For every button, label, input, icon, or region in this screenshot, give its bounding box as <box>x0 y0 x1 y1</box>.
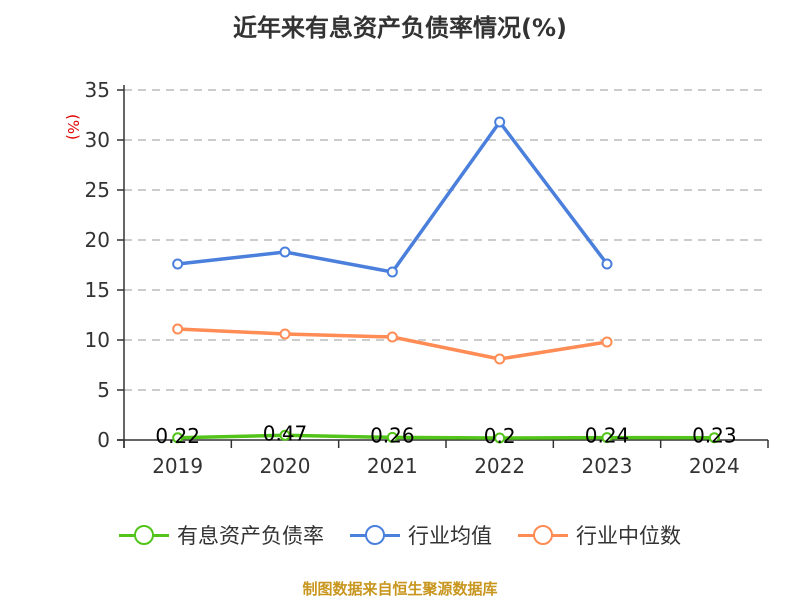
data-point[interactable] <box>601 432 613 444</box>
data-point[interactable] <box>279 246 291 258</box>
data-point[interactable] <box>494 353 506 365</box>
chart-title: 近年来有息资产负债率情况(%) <box>233 14 567 42</box>
data-source-note: 制图数据来自恒生聚源数据库 <box>302 580 498 598</box>
x-tick-label: 2021 <box>367 454 418 478</box>
data-point[interactable] <box>494 116 506 128</box>
data-point[interactable] <box>601 336 613 348</box>
y-tick-label: 0 <box>97 428 110 452</box>
legend-marker-icon <box>350 525 400 545</box>
y-tick-label: 35 <box>85 78 110 102</box>
y-tick-label: 15 <box>85 278 110 302</box>
x-tick-label: 2019 <box>152 454 203 478</box>
x-tick-label: 2022 <box>474 454 525 478</box>
data-point[interactable] <box>386 331 398 343</box>
legend-label: 行业均值 <box>408 524 492 548</box>
data-point[interactable] <box>279 429 291 441</box>
data-point[interactable] <box>172 258 184 270</box>
legend-item-debt-ratio[interactable]: 有息资产负债率 <box>119 520 324 550</box>
data-point[interactable] <box>494 432 506 444</box>
x-tick-label: 2023 <box>582 454 633 478</box>
data-point[interactable] <box>172 432 184 444</box>
data-point[interactable] <box>279 328 291 340</box>
data-point[interactable] <box>172 323 184 335</box>
data-label: 0.22 <box>155 424 200 448</box>
legend-label: 有息资产负债率 <box>177 524 324 548</box>
y-tick-label: 20 <box>85 228 110 252</box>
legend-label: 行业中位数 <box>576 524 681 548</box>
x-tick-label: 2024 <box>689 454 740 478</box>
data-label: 0.23 <box>692 424 737 448</box>
data-point[interactable] <box>386 266 398 278</box>
y-axis-unit: (%) <box>64 114 82 140</box>
legend-marker-icon <box>518 525 568 545</box>
y-tick-label: 5 <box>97 378 110 402</box>
legend-item-industry-mean[interactable]: 行业均值 <box>350 520 492 550</box>
data-point[interactable] <box>386 431 398 443</box>
data-label: 0.2 <box>484 424 516 448</box>
x-tick-label: 2020 <box>260 454 311 478</box>
y-tick-label: 30 <box>85 128 110 152</box>
data-point[interactable] <box>601 258 613 270</box>
data-label: 0.24 <box>585 424 630 448</box>
y-tick-label: 10 <box>85 328 110 352</box>
data-label: 0.47 <box>263 421 308 445</box>
legend: 有息资产负债率 行业均值 行业中位数 <box>0 520 800 550</box>
series-line <box>177 433 715 440</box>
y-tick-label: 25 <box>85 178 110 202</box>
data-label: 0.26 <box>370 423 415 447</box>
series-line <box>177 120 609 274</box>
legend-item-industry-median[interactable]: 行业中位数 <box>518 520 681 550</box>
data-point[interactable] <box>708 432 720 444</box>
legend-marker-icon <box>119 525 169 545</box>
